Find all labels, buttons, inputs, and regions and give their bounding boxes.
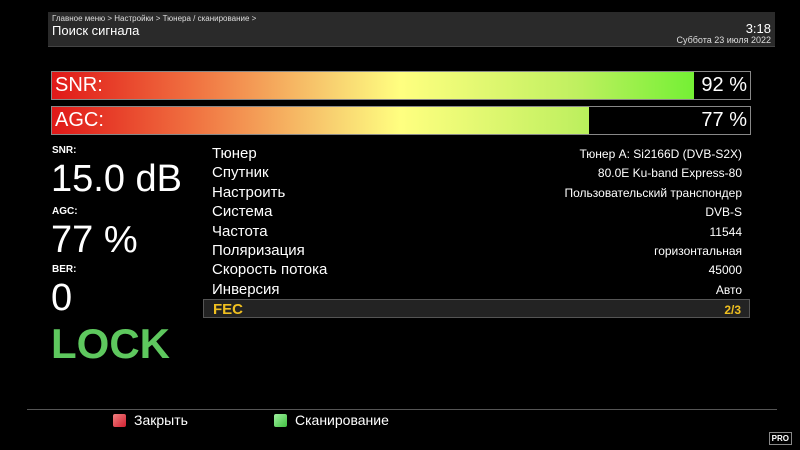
snr-bar-value: 92 %: [701, 74, 747, 96]
info-key: Инверсия: [212, 280, 280, 298]
info-row[interactable]: Система DVB-S: [203, 202, 750, 221]
info-row[interactable]: Спутник 80.0E Ku-band Express-80: [203, 163, 750, 182]
clock-date: Суббота 23 июля 2022: [676, 35, 771, 45]
info-key: FEC: [213, 301, 243, 319]
snr-value: 15.0 dB: [51, 158, 182, 200]
agc-bar-fill: [52, 107, 590, 134]
info-value: 2/3: [724, 303, 741, 318]
info-key: Система: [212, 203, 273, 221]
snr-bar-fill: [52, 72, 695, 99]
agc-bar: AGC: 77 %: [51, 106, 751, 135]
info-key: Скорость потока: [212, 261, 328, 279]
snr-label: SNR:: [52, 145, 77, 156]
channel-logo: PRO: [768, 432, 792, 445]
clock-time: 3:18: [745, 21, 771, 36]
agc-label: AGC:: [52, 206, 78, 217]
info-value: 11544: [709, 224, 742, 239]
close-button[interactable]: Закрыть: [113, 412, 188, 428]
info-value: Авто: [715, 282, 742, 297]
header-bar: Главное меню > Настройки > Тюнера / скан…: [48, 12, 775, 47]
info-row[interactable]: Поляризация горизонтальная: [203, 241, 750, 260]
snr-bar: SNR: 92 %: [51, 71, 751, 100]
info-value: DVB-S: [705, 205, 742, 220]
info-value: 80.0E Ku-band Express-80: [597, 166, 742, 181]
ber-label: BER:: [52, 264, 77, 275]
red-key-icon: [113, 413, 126, 427]
info-key: Тюнер: [212, 145, 257, 162]
info-row[interactable]: Скорость потока 45000: [203, 260, 750, 279]
info-value: Пользовательский транспондер: [564, 185, 742, 200]
info-key: Спутник: [212, 164, 269, 182]
info-key: Поляризация: [212, 242, 305, 259]
agc-value: 77 %: [51, 219, 138, 261]
scan-label: Сканирование: [295, 412, 389, 428]
breadcrumb: Главное меню > Настройки > Тюнера / скан…: [52, 14, 257, 23]
footer-divider: [27, 409, 777, 410]
info-value: Тюнер A: Si2166D (DVB-S2X): [579, 147, 743, 161]
scan-button[interactable]: Сканирование: [274, 412, 389, 428]
lock-status: LOCK: [51, 320, 170, 367]
info-row[interactable]: Инверсия Авто: [203, 280, 750, 299]
green-key-icon: [274, 413, 287, 427]
info-key: Частота: [212, 222, 268, 240]
info-value: горизонтальная: [654, 244, 742, 258]
agc-bar-label: AGC:: [55, 109, 104, 131]
info-row[interactable]: Настроить Пользовательский транспондер: [203, 183, 750, 202]
close-label: Закрыть: [134, 412, 188, 428]
info-row[interactable]: Тюнер Тюнер A: Si2166D (DVB-S2X): [203, 144, 750, 163]
snr-bar-label: SNR:: [55, 74, 103, 96]
info-key: Настроить: [212, 183, 286, 201]
agc-bar-value: 77 %: [701, 109, 747, 131]
ber-value: 0: [51, 277, 73, 319]
page-title: Поиск сигнала: [52, 23, 140, 38]
info-value: 45000: [708, 263, 742, 278]
info-row[interactable]: Частота 11544: [203, 222, 750, 241]
info-row[interactable]: FEC 2/3: [203, 299, 750, 319]
